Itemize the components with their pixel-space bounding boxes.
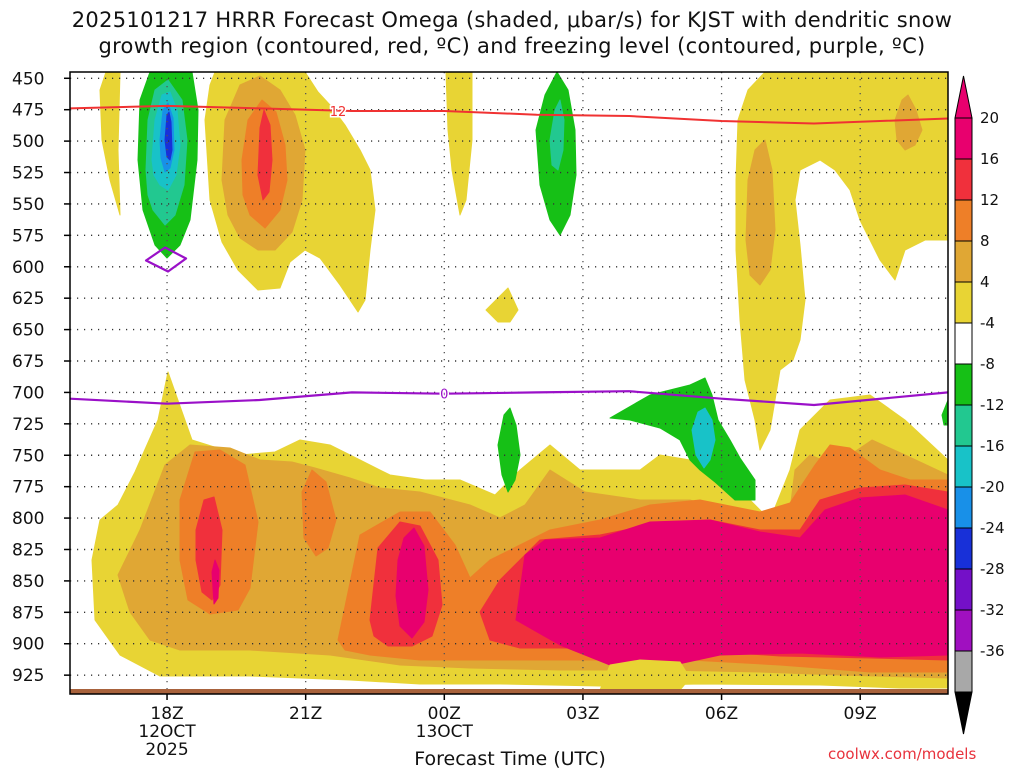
chart-title-line-2: growth region (contoured, red, ºC) and f… xyxy=(98,34,926,58)
colorbar-swatch-7 xyxy=(954,404,973,447)
y-tick-label-900: 900 xyxy=(12,635,44,655)
colorbar-label-8: -16 xyxy=(980,437,1005,455)
omega-region-29 xyxy=(549,99,565,171)
colorbar-swatch-8 xyxy=(954,445,973,488)
omega-shading xyxy=(91,72,948,691)
colorbar-label-6: -8 xyxy=(980,355,995,373)
colorbar-swatch-5 xyxy=(954,322,973,365)
omega-region-17 xyxy=(445,72,473,216)
colorbar-label-5: -4 xyxy=(980,314,995,332)
omega-region-16 xyxy=(257,109,273,201)
y-tick-label-700: 700 xyxy=(12,383,44,403)
y-tick-label-650: 650 xyxy=(12,321,44,341)
y-tick-label-725: 725 xyxy=(12,415,44,435)
colorbar-swatch-11 xyxy=(954,568,973,611)
x-tick-year-18Z: 2025 xyxy=(145,740,188,760)
purple-contour-label: 0 xyxy=(440,388,448,403)
y-tick-label-850: 850 xyxy=(12,572,44,592)
purple-freezing-level-loop xyxy=(144,246,188,273)
omega-region-20 xyxy=(894,94,923,151)
omega-region-18 xyxy=(735,72,948,451)
x-tick-label-03Z: 03Z xyxy=(566,704,599,724)
colorbar-label-9: -20 xyxy=(980,478,1005,496)
colorbar-label-12: -32 xyxy=(980,601,1005,619)
x-tick-date-00Z: 13OCT xyxy=(416,722,474,742)
y-tick-label-925: 925 xyxy=(12,666,44,686)
pressure-axis: 450 475 500 525 550 575 600 625 650 675 700 725 750 7… xyxy=(12,69,70,686)
x-tick-label-21Z: 21Z xyxy=(289,704,322,724)
x-tick-label-18Z: 18Z xyxy=(150,704,183,724)
colorbar-label-0: 20 xyxy=(980,109,999,127)
ground-surface xyxy=(70,689,948,694)
y-tick-label-550: 550 xyxy=(12,195,44,215)
y-tick-label-750: 750 xyxy=(12,446,44,466)
omega-region-21 xyxy=(485,287,519,323)
omega-region-31 xyxy=(691,407,716,469)
colorbar-label-2: 12 xyxy=(980,191,999,209)
colorbar-swatch-0 xyxy=(954,117,973,160)
colorbar: 20 16 12 8 4 -4 -8 -12 -16 -20 -24 -28 -32 -36 xyxy=(954,75,1005,735)
dotted-grid xyxy=(70,72,948,694)
y-tick-label-800: 800 xyxy=(12,509,44,529)
colorbar-label-7: -12 xyxy=(980,396,1005,414)
x-axis-title: Forecast Time (UTC) xyxy=(414,748,605,768)
x-tick-label-06Z: 06Z xyxy=(705,704,738,724)
omega-region-9 xyxy=(211,559,220,605)
omega-region-19 xyxy=(745,139,776,286)
colorbar-swatch-1 xyxy=(954,158,973,201)
colorbar-label-1: 16 xyxy=(980,150,999,168)
colorbar-over-arrow xyxy=(954,75,973,119)
x-tick-label-00Z: 00Z xyxy=(428,704,461,724)
y-tick-label-775: 775 xyxy=(12,478,44,498)
colorbar-swatch-4 xyxy=(954,281,973,324)
y-tick-label-875: 875 xyxy=(12,603,44,623)
omega-region-30 xyxy=(609,377,756,501)
colorbar-label-3: 8 xyxy=(980,232,990,250)
colorbar-swatch-10 xyxy=(954,527,973,570)
colorbar-label-13: -36 xyxy=(980,642,1005,660)
y-tick-label-825: 825 xyxy=(12,540,44,560)
colorbar-swatch-12 xyxy=(954,609,973,652)
y-tick-label-450: 450 xyxy=(12,69,44,89)
colorbar-swatch-6 xyxy=(954,363,973,406)
chart-title-line-1: 2025101217 HRRR Forecast Omega (shaded, … xyxy=(71,8,953,32)
colorbar-label-4: 4 xyxy=(980,273,990,291)
red-12c-contour xyxy=(70,104,948,125)
omega-region-32 xyxy=(497,407,521,493)
omega-region-10 xyxy=(395,527,429,639)
x-tick-label-09Z: 09Z xyxy=(844,704,877,724)
purple-freezing-level-contour xyxy=(70,390,948,407)
y-tick-label-500: 500 xyxy=(12,132,44,152)
y-tick-label-525: 525 xyxy=(12,164,44,184)
colorbar-swatch-2 xyxy=(954,199,973,242)
y-tick-label-625: 625 xyxy=(12,289,44,309)
x-tick-date-18Z: 12OCT xyxy=(138,722,196,742)
colorbar-label-11: -28 xyxy=(980,560,1005,578)
y-tick-label-575: 575 xyxy=(12,226,44,246)
y-tick-label-675: 675 xyxy=(12,352,44,372)
y-tick-label-600: 600 xyxy=(12,258,44,278)
colorbar-swatch-9 xyxy=(954,486,973,529)
omega-region-33 xyxy=(941,399,948,426)
colorbar-swatch-3 xyxy=(954,240,973,283)
temperature-contours: 12 0 xyxy=(70,103,948,407)
red-contour-label: 12 xyxy=(330,105,347,120)
colorbar-label-10: -24 xyxy=(980,519,1005,537)
source-credit: coolwx.com/models xyxy=(828,745,977,763)
plot-frame xyxy=(69,71,949,695)
colorbar-swatch-13 xyxy=(954,650,973,693)
colorbar-under-arrow xyxy=(954,691,973,735)
y-tick-label-475: 475 xyxy=(12,101,44,121)
